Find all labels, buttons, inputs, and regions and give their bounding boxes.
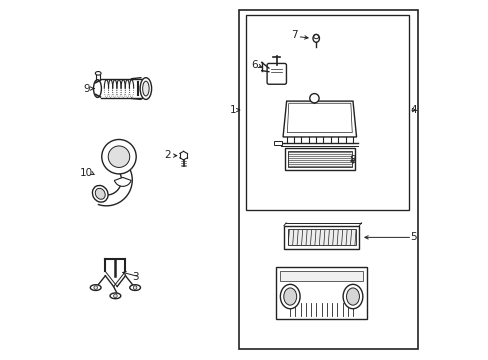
Text: 10: 10 [80, 168, 93, 178]
Text: 3: 3 [132, 272, 138, 282]
Polygon shape [283, 101, 356, 137]
Ellipse shape [140, 78, 151, 99]
Ellipse shape [312, 35, 319, 42]
Bar [274, 141, 282, 145]
Ellipse shape [110, 293, 121, 299]
Text: 9: 9 [83, 84, 90, 94]
Text: 8: 8 [348, 155, 355, 165]
Ellipse shape [129, 285, 140, 291]
Bar [287, 229, 355, 246]
Text: 4: 4 [409, 105, 416, 115]
FancyBboxPatch shape [266, 63, 286, 84]
Bar [275, 267, 366, 319]
Ellipse shape [92, 185, 108, 202]
Circle shape [102, 139, 136, 174]
Bar [280, 271, 362, 280]
Ellipse shape [142, 81, 149, 96]
Text: 1: 1 [229, 105, 236, 115]
Ellipse shape [95, 188, 105, 199]
Circle shape [113, 294, 117, 298]
Ellipse shape [346, 288, 359, 305]
Circle shape [108, 146, 129, 167]
Circle shape [309, 94, 319, 103]
Ellipse shape [95, 72, 101, 75]
Bar [285, 148, 354, 170]
Text: 6: 6 [250, 60, 257, 70]
Ellipse shape [343, 284, 362, 309]
Bar [246, 15, 408, 211]
Ellipse shape [280, 284, 300, 309]
Text: 7: 7 [291, 30, 297, 40]
Wedge shape [114, 177, 131, 186]
Bar [239, 10, 418, 348]
Bar [287, 151, 351, 167]
Text: 2: 2 [164, 150, 170, 160]
Ellipse shape [90, 285, 101, 291]
Ellipse shape [283, 288, 296, 305]
Circle shape [133, 286, 137, 289]
Text: 5: 5 [409, 232, 416, 242]
Bar [284, 226, 359, 249]
Ellipse shape [93, 80, 101, 98]
Circle shape [94, 286, 97, 289]
